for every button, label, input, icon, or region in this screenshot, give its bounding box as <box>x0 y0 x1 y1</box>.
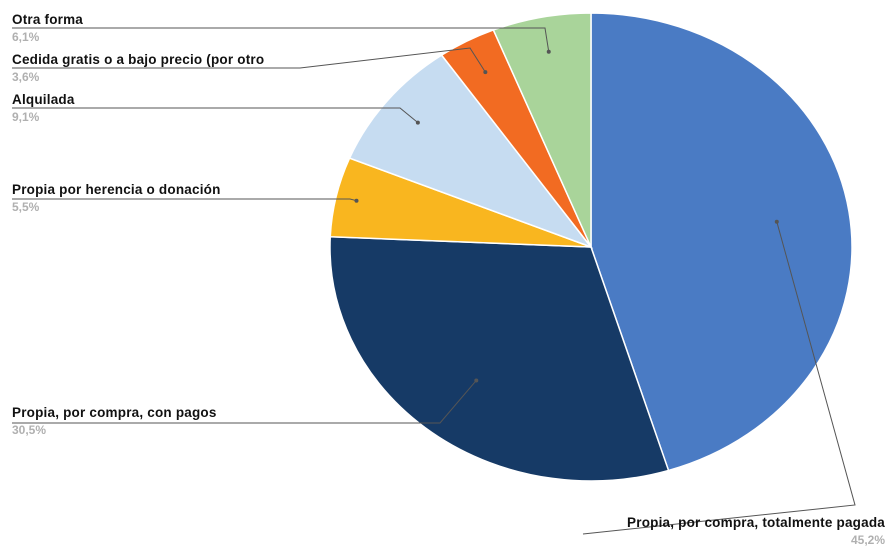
slice-value: 3,6% <box>12 70 40 84</box>
pie-slice-propia-pagada <box>590 12 853 472</box>
leader-dot-propia-con-pagos <box>474 378 479 383</box>
pie-slice-otra-forma <box>492 12 592 248</box>
leader-line-propia-pagada <box>582 221 856 535</box>
label-herencia-donacion: Propia por herencia o donación 5,5% <box>12 182 221 214</box>
leader-line-herencia <box>12 198 357 202</box>
slice-value: 45,2% <box>850 533 885 547</box>
leader-line-otra-forma <box>12 27 550 52</box>
slice-label: Propia por herencia o donación <box>12 182 221 197</box>
leader-line-cedida <box>12 47 486 73</box>
label-alquilada: Alquilada 9,1% <box>12 92 75 124</box>
leader-line-alquilada <box>12 107 419 124</box>
leader-dot-propia-pagada <box>774 219 779 224</box>
slice-label: Propia, por compra, con pagos <box>12 405 217 420</box>
label-cedida-gratis: Cedida gratis o a bajo precio (por otro … <box>12 52 264 84</box>
slice-label: Cedida gratis o a bajo precio (por otro <box>12 52 265 67</box>
leader-dot-cedida <box>483 70 488 75</box>
slice-value: 6,1% <box>12 30 40 44</box>
label-otra-forma: Otra forma 6,1% <box>12 12 83 44</box>
pie-slice-alquilada <box>348 54 594 249</box>
leader-dot-alquilada <box>415 120 420 125</box>
leader-dot-otra-forma <box>546 49 551 54</box>
leader-line-propia-con-pagos <box>12 380 477 424</box>
slice-label: Otra forma <box>12 12 84 27</box>
slice-value: 9,1% <box>12 110 40 124</box>
slice-label: Alquilada <box>12 92 75 107</box>
slice-value: 5,5% <box>12 200 40 214</box>
label-propia-compra-con-pagos: Propia, por compra, con pagos 30,5% <box>12 405 217 437</box>
leader-dot-herencia <box>354 198 359 203</box>
pie-slice-propia-con-pagos <box>329 235 670 482</box>
slice-label: Propia, por compra, totalmente pagada <box>627 515 885 530</box>
label-propia-compra-pagada: Propia, por compra, totalmente pagada 45… <box>627 515 885 547</box>
slice-value: 30,5% <box>12 423 47 437</box>
